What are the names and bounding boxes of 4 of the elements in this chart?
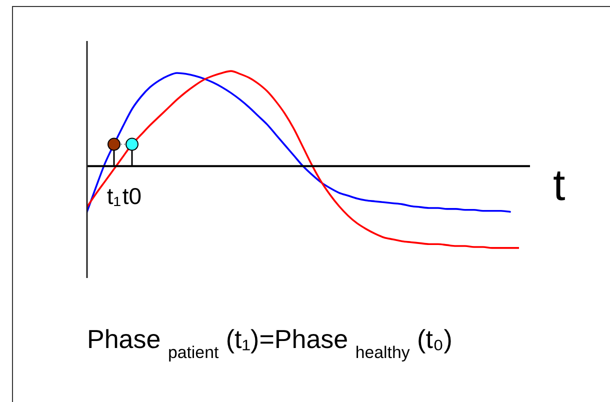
x-axis-title: t xyxy=(553,161,566,210)
x-tick-label: t0 xyxy=(122,183,142,210)
x-tick-label: t₁ xyxy=(106,183,122,210)
text: Phase $_{patient}$ (t₁)=Phase $_{healthy}$ (t₀) xyxy=(87,324,452,362)
